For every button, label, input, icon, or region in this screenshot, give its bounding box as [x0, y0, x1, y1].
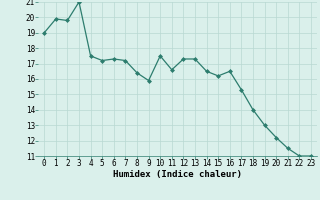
X-axis label: Humidex (Indice chaleur): Humidex (Indice chaleur) [113, 170, 242, 179]
